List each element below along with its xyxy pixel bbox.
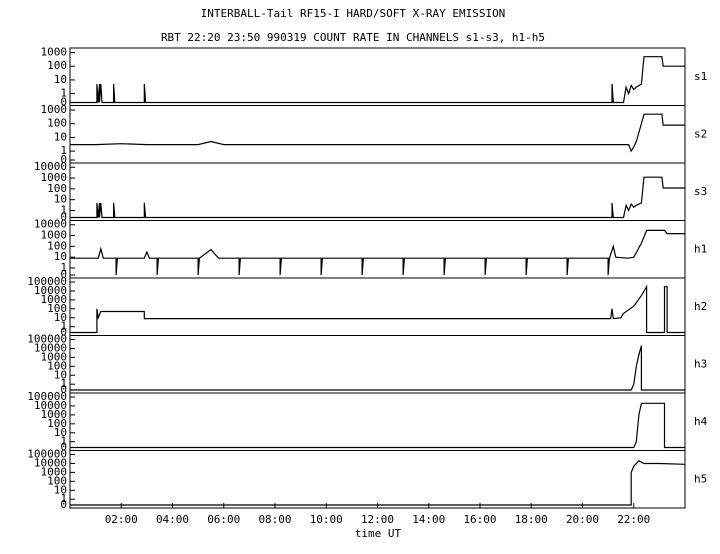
y-tick-label: 10000 xyxy=(34,160,67,173)
y-tick-label: 1000 xyxy=(41,350,68,363)
y-tick-label: 10 xyxy=(54,483,67,496)
y-tick-label: 10000 xyxy=(34,341,67,354)
y-tick-label: 10000 xyxy=(34,456,67,469)
panel-label: s1 xyxy=(694,70,707,83)
y-tick-label: 100 xyxy=(47,474,67,487)
chart-title: INTERBALL-Tail RF15-I HARD/SOFT X-RAY EM… xyxy=(201,7,506,20)
y-tick-label: 1000 xyxy=(41,229,68,242)
y-tick-label: 100 xyxy=(47,239,67,252)
y-tick-label: 10 xyxy=(54,130,67,143)
x-tick-label: 16:00 xyxy=(463,513,496,526)
series-line xyxy=(70,229,685,276)
y-tick-label: 100000 xyxy=(27,275,67,288)
y-tick-label: 1000 xyxy=(41,46,68,59)
series-line xyxy=(70,113,685,153)
y-tick-label: 10 xyxy=(54,368,67,381)
y-tick-label: 1 xyxy=(60,377,67,390)
y-tick-label: 10000 xyxy=(34,218,67,231)
y-tick-label: 10 xyxy=(54,426,67,439)
x-tick-label: 10:00 xyxy=(310,513,343,526)
y-tick-label: 100 xyxy=(47,59,67,72)
panel-label: h5 xyxy=(694,472,707,485)
panel-label: h3 xyxy=(694,357,707,370)
y-tick-label: 0 xyxy=(60,326,67,339)
y-tick-label: 0 xyxy=(60,441,67,454)
y-tick-label: 100 xyxy=(47,417,67,430)
y-tick-label: 100000 xyxy=(27,448,67,461)
panel-label: h4 xyxy=(694,415,708,428)
y-tick-label: 10 xyxy=(54,311,67,324)
y-tick-label: 100 xyxy=(47,117,67,130)
chart-subtitle: RBT 22:20 23:50 990319 COUNT RATE IN CHA… xyxy=(161,31,545,44)
y-tick-label: 1 xyxy=(60,320,67,333)
x-tick-label: 14:00 xyxy=(412,513,445,526)
series-line xyxy=(70,176,685,219)
y-tick-label: 1000 xyxy=(41,103,68,116)
y-tick-label: 1 xyxy=(60,261,67,274)
y-tick-label: 0 xyxy=(60,211,67,224)
panel-label: s2 xyxy=(694,127,707,140)
y-tick-label: 100000 xyxy=(27,333,67,346)
y-tick-label: 0 xyxy=(60,268,67,281)
series-line xyxy=(70,345,685,391)
y-tick-label: 100000 xyxy=(27,390,67,403)
y-tick-label: 10000 xyxy=(34,284,67,297)
y-tick-label: 1000 xyxy=(41,408,68,421)
y-tick-label: 1000 xyxy=(41,171,68,184)
y-tick-label: 10 xyxy=(54,250,67,263)
y-tick-label: 0 xyxy=(60,383,67,396)
y-tick-label: 100 xyxy=(47,302,67,315)
y-tick-label: 0 xyxy=(60,498,67,511)
panel-label: h2 xyxy=(694,300,707,313)
y-tick-label: 1000 xyxy=(41,465,68,478)
y-tick-label: 1 xyxy=(60,203,67,216)
y-tick-label: 0 xyxy=(60,153,67,166)
y-tick-label: 0 xyxy=(60,96,67,109)
series-line xyxy=(70,284,685,334)
series-line xyxy=(70,460,686,506)
y-tick-label: 10 xyxy=(54,193,67,206)
y-tick-label: 100 xyxy=(47,359,67,372)
x-tick-label: 22:00 xyxy=(617,513,650,526)
y-tick-label: 10000 xyxy=(34,399,67,412)
panel-label: s3 xyxy=(694,185,707,198)
x-tick-label: 08:00 xyxy=(258,513,291,526)
x-tick-label: 04:00 xyxy=(156,513,189,526)
x-tick-label: 12:00 xyxy=(361,513,394,526)
x-tick-label: 18:00 xyxy=(515,513,548,526)
x-tick-label: 06:00 xyxy=(207,513,240,526)
y-tick-label: 1000 xyxy=(41,293,68,306)
x-tick-label: 02:00 xyxy=(105,513,138,526)
x-tick-label: 20:00 xyxy=(566,513,599,526)
y-tick-label: 1 xyxy=(60,87,67,100)
y-tick-label: 1 xyxy=(60,492,67,505)
y-tick-label: 10 xyxy=(54,73,67,86)
panel-label: h1 xyxy=(694,242,707,255)
y-tick-label: 1 xyxy=(60,435,67,448)
series-line xyxy=(70,56,685,104)
series-line xyxy=(70,402,685,449)
x-axis-label: time UT xyxy=(355,527,402,540)
y-tick-label: 100 xyxy=(47,182,67,195)
y-tick-label: 1 xyxy=(60,144,67,157)
